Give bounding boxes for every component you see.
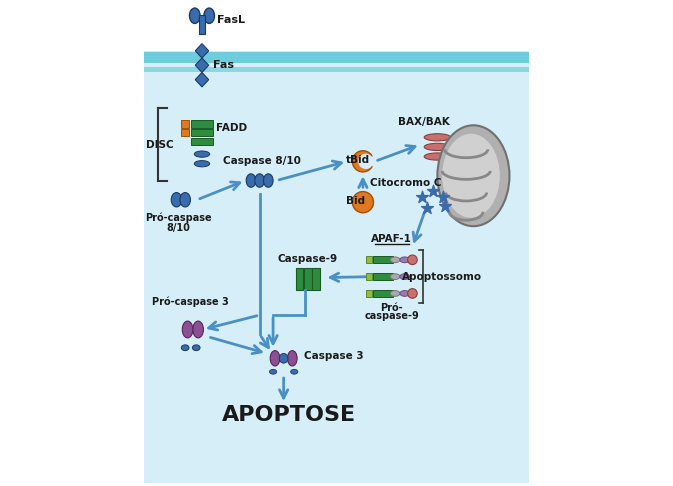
Text: FasL: FasL [217,15,246,25]
Text: Pró-caspase 3: Pró-caspase 3 [151,297,228,308]
Bar [144,0,529,51]
Wedge shape [358,154,373,169]
Ellipse shape [180,192,190,207]
Ellipse shape [182,321,193,338]
Wedge shape [353,151,372,172]
Ellipse shape [263,174,273,187]
Ellipse shape [400,257,410,263]
Ellipse shape [287,350,297,366]
Bar [366,273,372,280]
Ellipse shape [424,143,451,151]
Text: DISC: DISC [146,139,174,150]
Ellipse shape [171,192,182,207]
Ellipse shape [181,345,189,350]
Ellipse shape [390,257,400,263]
Polygon shape [195,72,209,87]
Text: APAF-1: APAF-1 [371,234,412,244]
Bar [199,15,205,34]
Ellipse shape [442,134,500,218]
Text: Caspase 3: Caspase 3 [304,351,363,361]
Text: APOPTOSE: APOPTOSE [221,405,355,425]
Bar [191,129,213,137]
Point [437,193,448,201]
Point [421,205,432,212]
Circle shape [353,191,374,213]
Circle shape [408,255,417,264]
Ellipse shape [193,321,203,338]
Bar [373,257,393,263]
Text: Apoptossomo: Apoptossomo [402,272,483,281]
Text: Pró-: Pró- [380,303,403,313]
Point [417,193,427,201]
Ellipse shape [279,353,288,363]
Ellipse shape [424,153,451,160]
Bar [366,257,372,263]
Text: Citocromo C: Citocromo C [370,178,442,188]
Ellipse shape [400,291,410,296]
Text: Bid: Bid [346,196,365,206]
Ellipse shape [291,369,298,374]
Bar [295,268,304,290]
Text: 8/10: 8/10 [166,223,190,233]
Ellipse shape [192,345,200,350]
Ellipse shape [424,134,451,141]
Text: Caspase-9: Caspase-9 [277,254,338,264]
Bar [312,268,320,290]
Ellipse shape [190,8,200,23]
Ellipse shape [246,174,256,187]
Bar [366,290,372,297]
Ellipse shape [390,274,400,279]
Bar [373,273,393,280]
Bar [191,121,213,128]
Ellipse shape [194,151,210,157]
Polygon shape [195,58,209,72]
Text: Pró-caspase: Pró-caspase [145,213,211,224]
Bar [181,129,190,137]
Ellipse shape [255,174,264,187]
Bar [373,290,393,297]
Ellipse shape [194,160,210,167]
Circle shape [408,289,417,298]
Ellipse shape [204,8,215,23]
Bar [144,67,529,72]
Ellipse shape [269,369,277,374]
Text: caspase-9: caspase-9 [364,311,419,321]
Text: BAX/BAK: BAX/BAK [398,117,450,127]
Bar [304,268,312,290]
Text: FADD: FADD [217,122,248,133]
Ellipse shape [390,291,400,296]
Bar [144,52,529,63]
Ellipse shape [400,274,410,279]
Point [427,187,438,195]
Point [439,202,450,209]
Ellipse shape [270,350,280,366]
Text: Fas: Fas [213,60,234,70]
Polygon shape [195,44,209,58]
Text: Caspase 8/10: Caspase 8/10 [223,156,301,166]
Ellipse shape [437,125,509,226]
Text: tBid: tBid [346,155,370,165]
Bar [181,121,190,128]
FancyBboxPatch shape [142,49,531,486]
Bar [191,138,213,145]
